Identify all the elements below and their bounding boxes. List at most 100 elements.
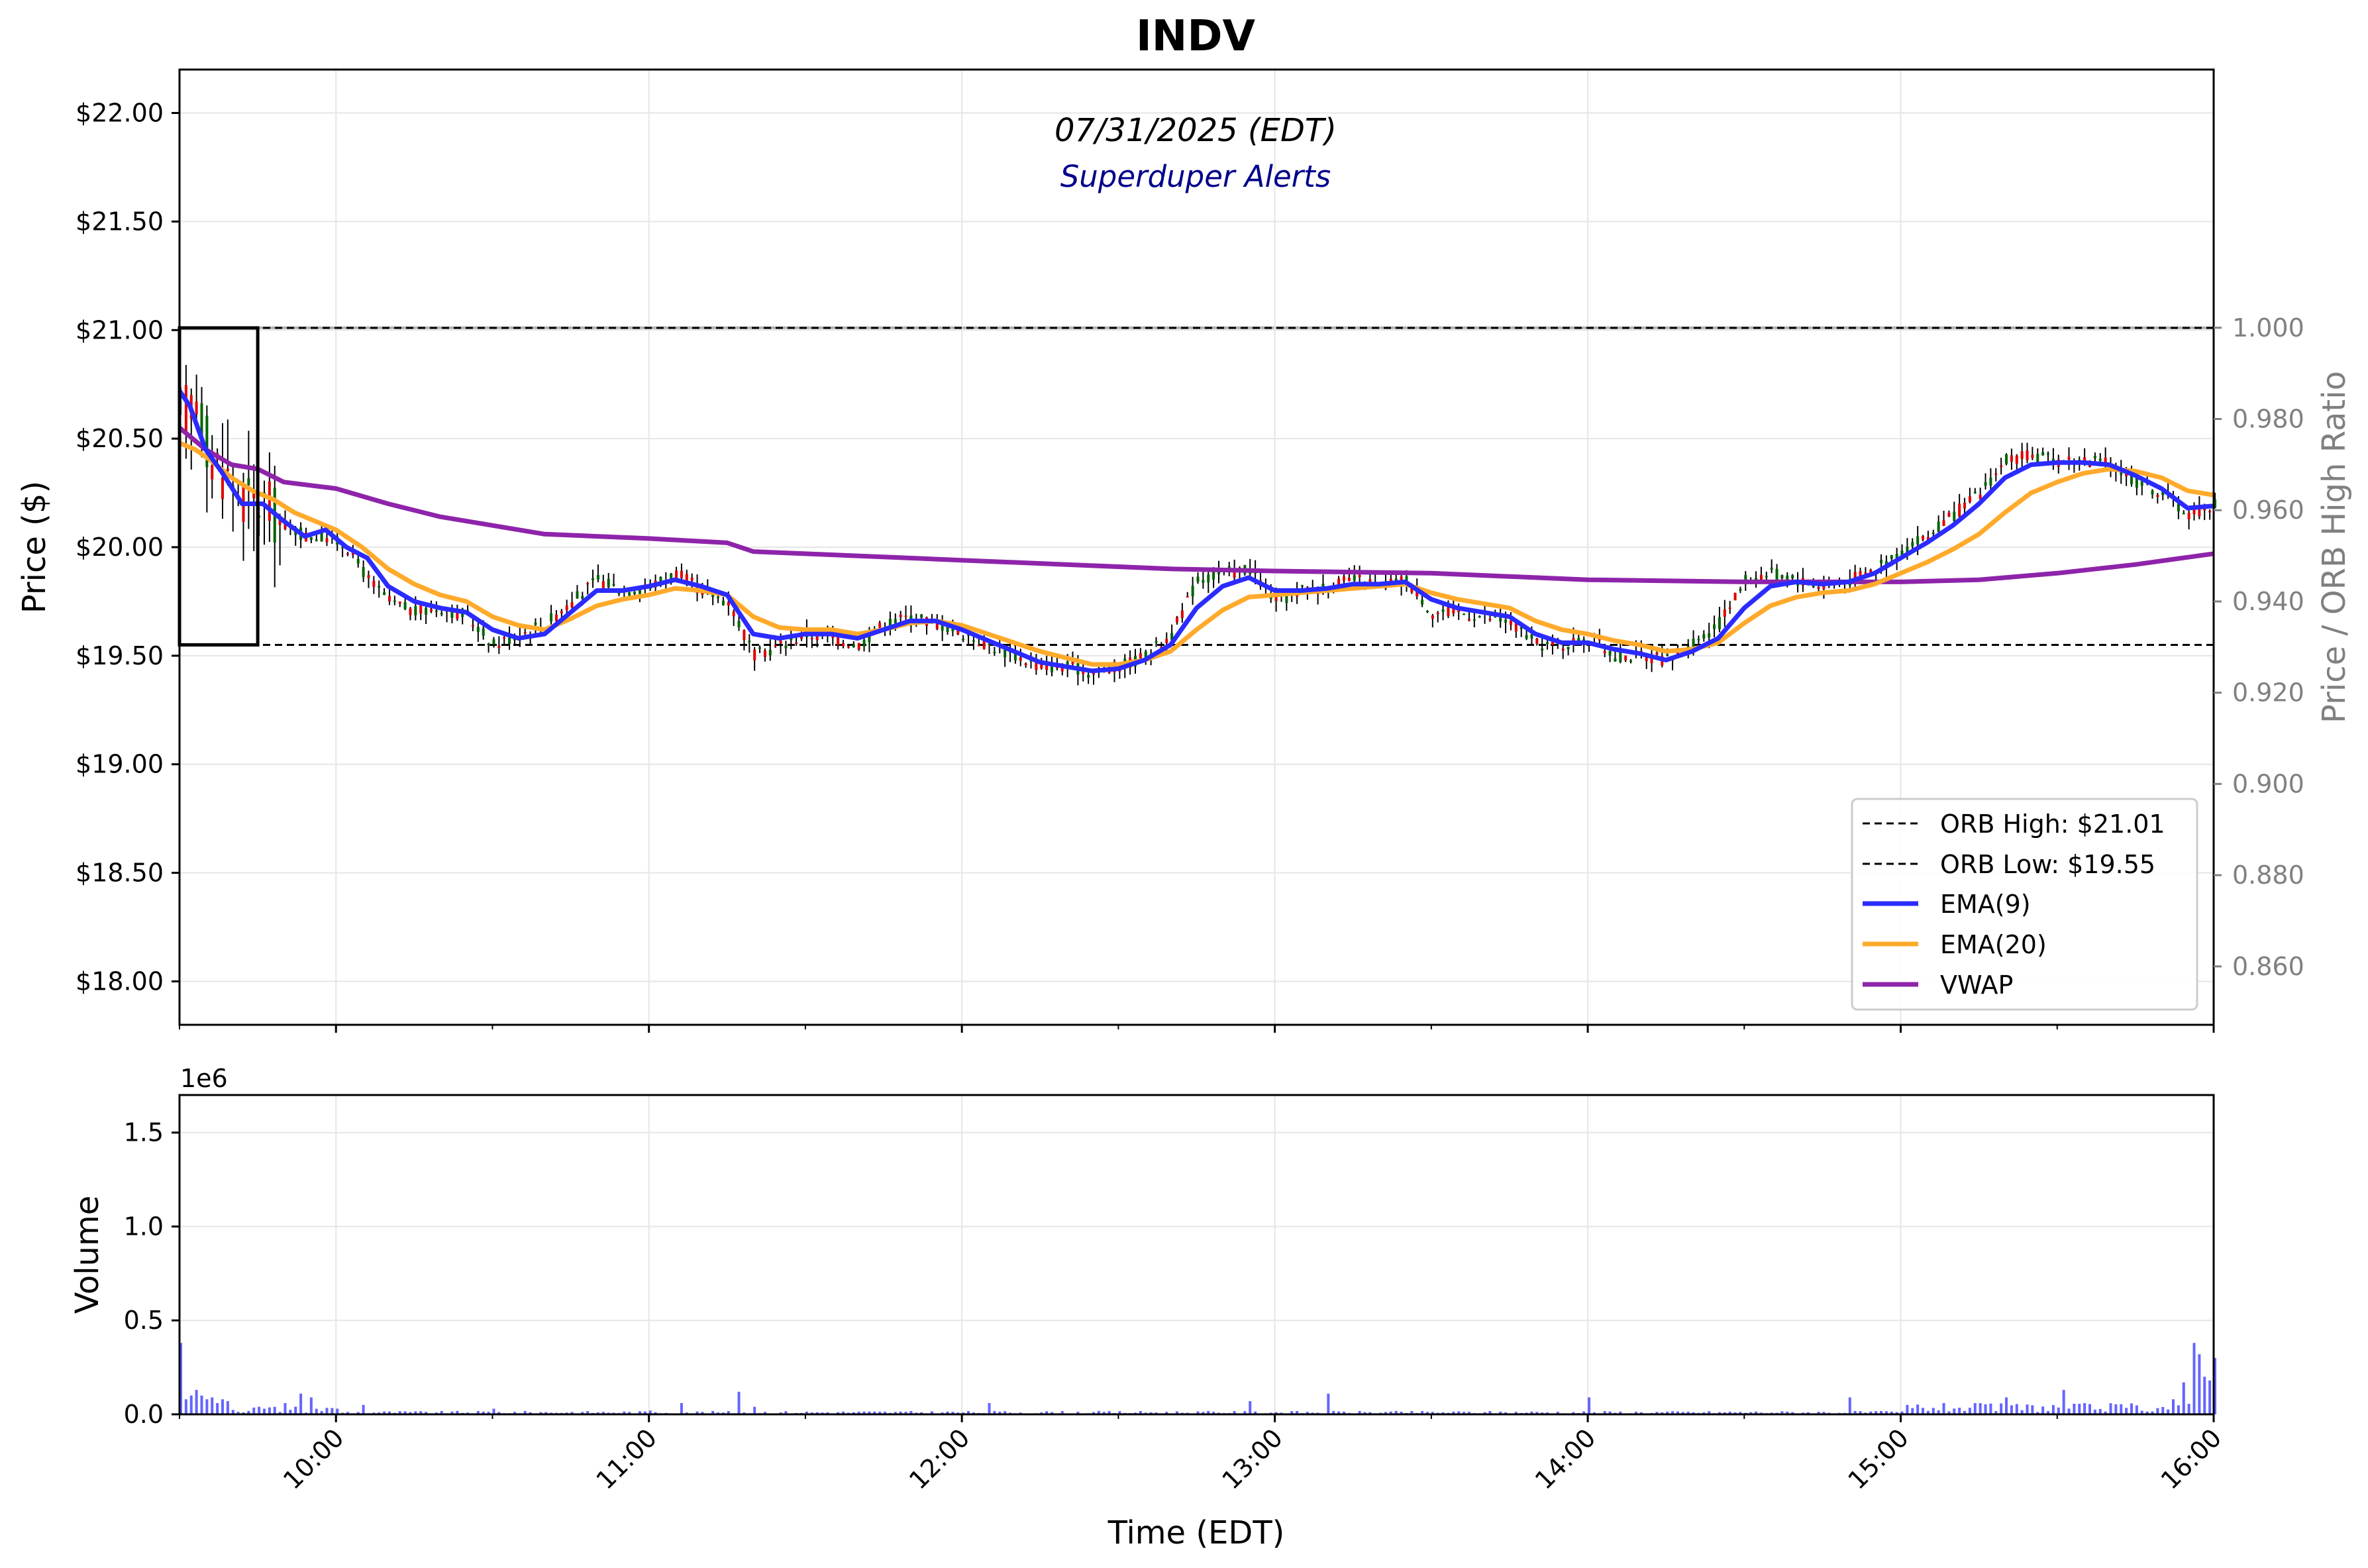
- volume-bar: [1859, 1411, 1862, 1414]
- candle-body: [503, 637, 506, 639]
- candle-body: [1744, 575, 1747, 584]
- candle-body: [1603, 651, 1606, 654]
- volume-bar: [1655, 1412, 1659, 1414]
- candle-body: [1504, 619, 1508, 623]
- candle-body: [790, 637, 793, 641]
- volume-bar: [2051, 1405, 2055, 1414]
- candle-body: [398, 601, 401, 604]
- volume-bar: [894, 1412, 897, 1414]
- candle-body: [409, 608, 412, 615]
- volume-bar: [1619, 1411, 1622, 1414]
- candle-body: [435, 610, 438, 612]
- legend-label-orb-low: ORB Low: $19.55: [1940, 850, 2155, 879]
- candle-body: [1368, 579, 1372, 582]
- candle-body: [356, 558, 360, 564]
- candle-body: [492, 639, 495, 645]
- volume-bar: [1332, 1410, 1335, 1414]
- volume-bar: [2036, 1412, 2039, 1414]
- candle-body: [456, 608, 459, 619]
- volume-bar: [346, 1412, 349, 1414]
- candle-body: [815, 633, 819, 641]
- volume-bar: [2010, 1405, 2013, 1414]
- candle-body: [1759, 574, 1763, 580]
- chart-subtitle: 07/31/2025 (EDT): [1055, 112, 1337, 149]
- candle-body: [1004, 649, 1007, 658]
- volume-bar: [1681, 1412, 1684, 1414]
- candle-body: [1608, 651, 1612, 656]
- volume-bar: [1780, 1411, 1784, 1414]
- volume-bar: [623, 1411, 626, 1414]
- candle-body: [1425, 611, 1429, 613]
- candle-body: [1207, 574, 1210, 583]
- candle-body: [1994, 473, 1998, 475]
- candle-body: [727, 601, 730, 606]
- volume-bar: [1890, 1411, 1893, 1414]
- volume-bar: [216, 1402, 219, 1414]
- volume-bar: [1880, 1410, 1883, 1414]
- candle-body: [1713, 624, 1716, 629]
- candle-body: [1467, 619, 1470, 621]
- candle-body: [607, 578, 610, 588]
- volume-bar: [221, 1399, 224, 1414]
- volume-bar: [1926, 1410, 1930, 1414]
- candle-body: [482, 628, 485, 636]
- candle-body: [1984, 482, 1987, 486]
- candle-body: [842, 643, 845, 647]
- volume-bar: [1588, 1397, 1591, 1414]
- volume-bar: [1749, 1412, 1753, 1414]
- candle-body: [1546, 642, 1549, 645]
- candle-body: [1410, 586, 1414, 593]
- volume-bar: [2125, 1408, 2128, 1414]
- candle-body: [393, 600, 396, 602]
- volume-bar: [805, 1411, 808, 1414]
- volume-bar: [409, 1412, 412, 1414]
- candle-body: [414, 606, 417, 615]
- candle-body: [283, 521, 287, 529]
- volume-bar: [1060, 1411, 1064, 1414]
- candle-body: [2000, 465, 2003, 468]
- volume-bar: [1718, 1412, 1721, 1414]
- volume-bar: [315, 1408, 318, 1414]
- candle-body: [1702, 634, 1706, 639]
- candle-body: [487, 643, 490, 646]
- volume-bar: [1686, 1412, 1690, 1414]
- volume-bar: [419, 1411, 423, 1414]
- volume-bar: [231, 1410, 234, 1414]
- candle-body: [419, 605, 423, 614]
- candle-body: [1676, 652, 1679, 656]
- volume-bar: [1327, 1393, 1330, 1414]
- volume-bar: [1045, 1411, 1049, 1414]
- candle-body: [1697, 639, 1700, 641]
- volume-bar: [403, 1411, 407, 1414]
- candle-body: [748, 641, 751, 643]
- price-tick-label: $20.00: [76, 533, 164, 562]
- candle-body: [1598, 639, 1601, 641]
- volume-bar: [273, 1406, 276, 1414]
- candle-body: [1780, 574, 1784, 578]
- volume-bar: [2041, 1406, 2045, 1414]
- volume-bar: [1922, 1408, 1925, 1414]
- volume-bar: [727, 1411, 730, 1414]
- volume-bar: [784, 1411, 788, 1414]
- volume-bar: [2098, 1408, 2102, 1414]
- candle-body: [956, 629, 960, 635]
- volume-bar: [539, 1412, 542, 1414]
- volume-bar: [2120, 1404, 2123, 1414]
- candle-body: [1472, 619, 1476, 621]
- volume-bar: [482, 1411, 485, 1414]
- candle-body: [1285, 591, 1288, 603]
- indicator-lines: [178, 390, 2214, 674]
- candle-body: [1859, 571, 1862, 580]
- candle-body: [1170, 633, 1174, 641]
- chart-title: INDV: [1136, 12, 1256, 61]
- volume-bar: [325, 1408, 329, 1414]
- volume-bar: [289, 1410, 292, 1414]
- candle-body: [372, 580, 376, 587]
- candle-body: [810, 638, 813, 640]
- candle-body: [868, 635, 871, 643]
- candle-body: [1227, 566, 1231, 568]
- candle-body: [341, 547, 344, 549]
- candle-body: [904, 615, 907, 617]
- volume-bar: [601, 1412, 605, 1414]
- candle-body: [899, 614, 902, 617]
